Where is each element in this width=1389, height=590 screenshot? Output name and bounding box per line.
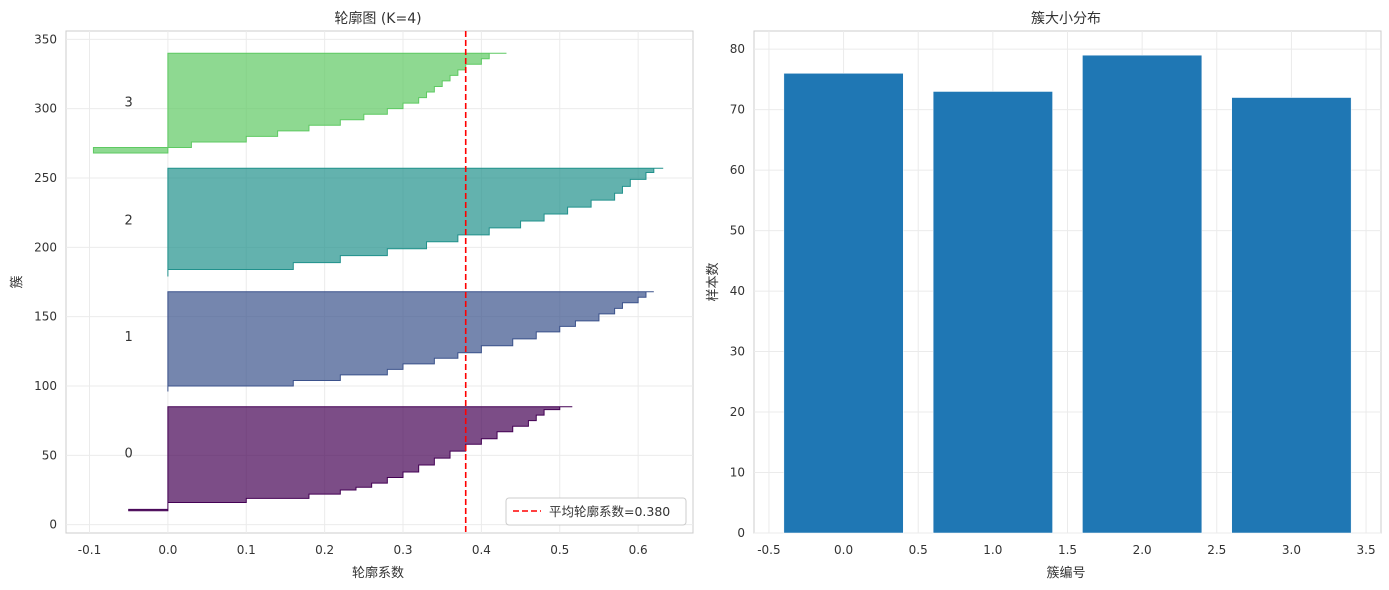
y-tick-label: 60 [730,163,745,177]
silhouette-area-cluster-0 [128,406,573,512]
silhouette-cluster-labels: 0 1 2 3 [125,96,133,462]
silhouette-area-cluster-3 [92,52,507,154]
x-tick-label: 3.0 [1282,543,1301,557]
y-tick-label: 80 [730,42,745,56]
cluster-size-y-ticks: 0 10 20 30 40 50 60 70 80 [730,42,745,540]
silhouette-y-axis-label: 簇 [10,275,25,288]
legend-label: 平均轮廓系数=0.380 [549,504,670,519]
x-tick-label: 0.0 [158,543,177,557]
cluster-size-title: 簇大小分布 [1031,11,1101,27]
cluster-size-y-axis-label: 样本数 [706,262,721,301]
silhouette-legend: 平均轮廓系数=0.380 [505,497,687,526]
y-tick-label: 350 [34,32,57,46]
cluster-size-bars [783,54,1352,534]
y-tick-label: 30 [730,345,745,359]
x-tick-label: 1.0 [983,543,1002,557]
legend-box [505,497,687,526]
y-tick-label: 40 [730,284,745,298]
x-tick-label: 3.5 [1357,543,1376,557]
x-tick-label: 0.6 [629,543,648,557]
x-tick-label: 0.2 [315,543,334,557]
bar-cluster-2 [1082,54,1203,534]
silhouette-x-ticks: -0.1 0.0 0.1 0.2 0.3 0.4 0.5 0.6 [78,543,648,557]
y-tick-label: 150 [34,310,57,324]
cluster-label-0: 0 [125,447,133,462]
bar-cluster-0 [783,73,904,534]
y-tick-label: 250 [34,171,57,185]
y-tick-label: 50 [42,448,57,462]
x-tick-label: -0.1 [78,543,101,557]
x-tick-label: 0.5 [909,543,928,557]
y-tick-label: 50 [730,224,745,238]
silhouette-y-ticks: 0 50 100 150 200 250 300 350 [34,32,57,531]
x-tick-label: 0.3 [393,543,412,557]
cluster-size-chart: 簇大小分布 -0.5 0.0 0.5 1.0 1.5 2.0 2.5 3.0 3.5 0 10 20… [706,11,1382,581]
silhouette-chart: 轮廓图 (K=4) -0.1 0.0 0.1 0.2 0.3 0.4 0.5 0.6 0 50 1… [10,10,694,581]
x-tick-label: 1.5 [1058,543,1077,557]
y-tick-label: 0 [49,518,57,532]
x-tick-label: 2.0 [1133,543,1152,557]
cluster-label-1: 1 [125,330,133,345]
x-tick-label: 0.5 [550,543,569,557]
x-tick-label: 0.0 [834,543,853,557]
y-tick-label: 20 [730,405,745,419]
x-tick-label: 0.4 [472,543,491,557]
silhouette-areas [92,52,664,512]
silhouette-x-axis-label: 轮廓系数 [352,565,404,581]
y-tick-label: 70 [730,103,745,117]
cluster-size-x-axis-label: 簇编号 [1046,566,1085,581]
y-tick-label: 10 [730,466,745,480]
x-tick-label: -0.5 [757,543,780,557]
bar-cluster-1 [932,91,1053,534]
y-tick-label: 300 [34,102,57,116]
cluster-label-2: 2 [125,214,133,229]
silhouette-area-cluster-1 [167,291,654,392]
y-tick-label: 100 [34,379,57,393]
cluster-size-x-ticks: -0.5 0.0 0.5 1.0 1.5 2.0 2.5 3.0 3.5 [757,543,1375,557]
silhouette-title: 轮廓图 (K=4) [334,10,421,27]
x-tick-label: 0.1 [237,543,256,557]
y-tick-label: 0 [737,526,745,540]
bar-cluster-3 [1231,97,1352,534]
x-tick-label: 2.5 [1207,543,1226,557]
silhouette-area-cluster-2 [167,167,664,277]
cluster-label-3: 3 [125,96,133,111]
y-tick-label: 200 [34,240,57,254]
